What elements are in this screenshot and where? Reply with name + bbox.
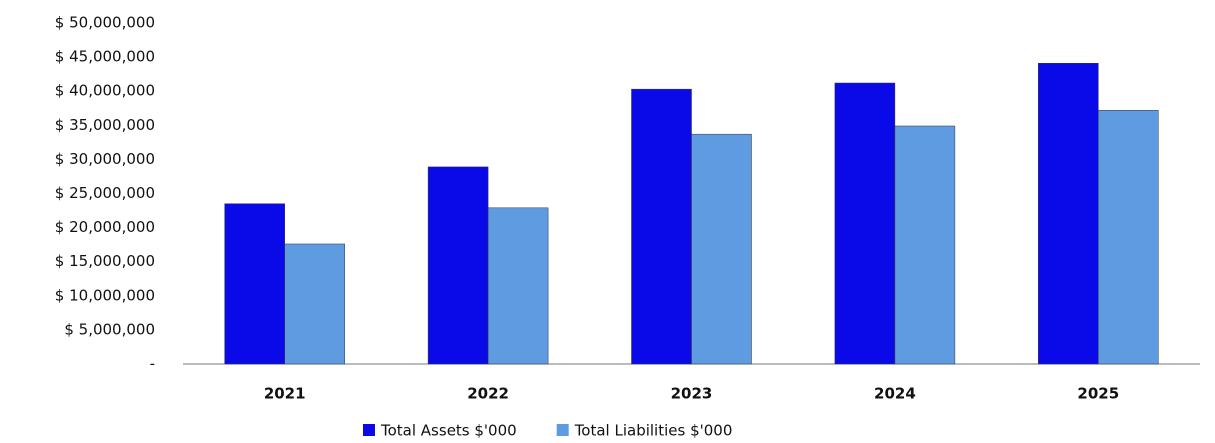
y-tick-label: $ 35,000,000 — [55, 116, 155, 134]
bar — [487, 207, 549, 365]
y-tick-label: $ 45,000,000 — [55, 48, 155, 66]
y-tick-label: $ 40,000,000 — [55, 82, 155, 100]
bar — [224, 203, 285, 365]
y-tick-label: $ 20,000,000 — [55, 218, 155, 236]
bar — [834, 82, 896, 365]
bar — [631, 88, 692, 365]
bar — [1038, 62, 1099, 365]
legend-swatch — [556, 424, 569, 436]
y-tick-label: - — [150, 355, 155, 373]
bar — [427, 166, 489, 365]
bar — [284, 243, 345, 365]
x-tick-label: 2024 — [874, 385, 916, 403]
x-tick-label: 2025 — [1077, 385, 1119, 403]
bar — [894, 125, 956, 365]
legend-label: Total Assets $'000 — [380, 422, 517, 440]
y-tick-label: $ 30,000,000 — [55, 150, 155, 168]
bar — [1098, 110, 1159, 365]
legend-label: Total Liabilities $'000 — [574, 422, 733, 440]
x-tick-label: 2023 — [671, 385, 713, 403]
y-tick-label: $ 5,000,000 — [64, 320, 155, 338]
x-tick-label: 2022 — [467, 385, 509, 403]
y-tick-label: $ 10,000,000 — [55, 286, 155, 304]
y-tick-label: $ 50,000,000 — [55, 14, 155, 32]
legend-swatch — [363, 424, 375, 436]
x-tick-label: 2021 — [264, 385, 306, 403]
bar — [691, 133, 752, 365]
y-tick-label: $ 15,000,000 — [55, 252, 155, 270]
y-tick-label: $ 25,000,000 — [55, 184, 155, 202]
